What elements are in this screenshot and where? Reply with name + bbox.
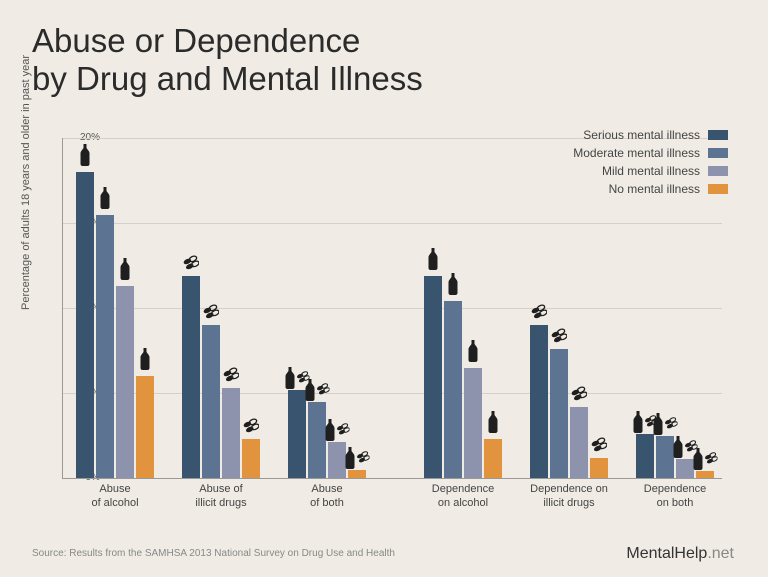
brand-main: MentalHelp: [626, 545, 707, 562]
legend-item: No mental illness: [573, 182, 728, 196]
legend-label: Mild mental illness: [602, 164, 700, 178]
legend-swatch: [708, 166, 728, 176]
bar: [424, 276, 442, 478]
both-icon: [345, 447, 370, 469]
bar: [676, 459, 694, 478]
bottle-icon: [428, 248, 439, 275]
bar: [328, 442, 346, 478]
bar: [590, 458, 608, 478]
bottle-icon: [140, 348, 151, 375]
bar-group: [424, 276, 502, 478]
x-tick-label: Abuse of alcohol: [65, 483, 165, 511]
x-tick-label: Dependence on illicit drugs: [519, 483, 619, 511]
bar: [76, 172, 94, 478]
bar: [444, 301, 462, 478]
legend-swatch: [708, 130, 728, 140]
pill-icon: [591, 436, 607, 457]
bar: [570, 407, 588, 478]
bottle-icon: [100, 187, 111, 214]
bar: [656, 436, 674, 479]
pill-icon: [183, 254, 199, 275]
source-note: Source: Results from the SAMHSA 2013 Nat…: [32, 548, 395, 559]
pill-icon: [243, 417, 259, 438]
bar: [96, 215, 114, 479]
bar: [484, 439, 502, 478]
y-axis-label: Percentage of adults 18 years and older …: [20, 55, 32, 310]
title-line-2: by Drug and Mental Illness: [32, 60, 423, 97]
bar: [550, 349, 568, 478]
bar: [242, 439, 260, 478]
legend-label: No mental illness: [609, 182, 700, 196]
bar: [530, 325, 548, 478]
brand-suffix: .net: [707, 545, 734, 562]
brand-logo: MentalHelp.net: [626, 545, 734, 563]
bar: [308, 402, 326, 479]
x-axis-line: [62, 478, 722, 479]
bar: [116, 286, 134, 478]
legend: Serious mental illness Moderate mental il…: [573, 128, 728, 200]
legend-label: Serious mental illness: [583, 128, 700, 142]
title-line-1: Abuse or Dependence: [32, 22, 360, 59]
both-icon: [325, 419, 350, 441]
bar: [288, 390, 306, 478]
x-tick-label: Dependence on both: [625, 483, 725, 511]
bar: [202, 325, 220, 478]
legend-label: Moderate mental illness: [573, 146, 700, 160]
bar-group: [636, 434, 714, 478]
legend-swatch: [708, 148, 728, 158]
x-tick-label: Abuse of both: [277, 483, 377, 511]
page-title: Abuse or Dependence by Drug and Mental I…: [32, 22, 423, 98]
bar: [464, 368, 482, 479]
pill-icon: [531, 303, 547, 324]
both-icon: [305, 379, 330, 401]
x-tick-label: Dependence on alcohol: [413, 483, 513, 511]
bottle-icon: [448, 273, 459, 300]
legend-item: Mild mental illness: [573, 164, 728, 178]
bar: [636, 434, 654, 478]
bar-group: [76, 172, 154, 478]
bottle-icon: [468, 340, 479, 367]
both-icon: [693, 448, 718, 470]
bar-group: [288, 390, 366, 478]
bar: [182, 276, 200, 478]
bar: [696, 471, 714, 478]
bar-group: [182, 276, 260, 478]
bottle-icon: [488, 411, 499, 438]
bar-group: [530, 325, 608, 478]
bar: [136, 376, 154, 478]
pill-icon: [571, 385, 587, 406]
both-icon: [653, 413, 678, 435]
pill-icon: [223, 366, 239, 387]
bar: [222, 388, 240, 478]
legend-item: Serious mental illness: [573, 128, 728, 142]
bottle-icon: [80, 144, 91, 171]
legend-swatch: [708, 184, 728, 194]
pill-icon: [551, 327, 567, 348]
bar: [348, 470, 366, 479]
legend-item: Moderate mental illness: [573, 146, 728, 160]
x-tick-label: Abuse of illicit drugs: [171, 483, 271, 511]
pill-icon: [203, 303, 219, 324]
bottle-icon: [120, 258, 131, 285]
